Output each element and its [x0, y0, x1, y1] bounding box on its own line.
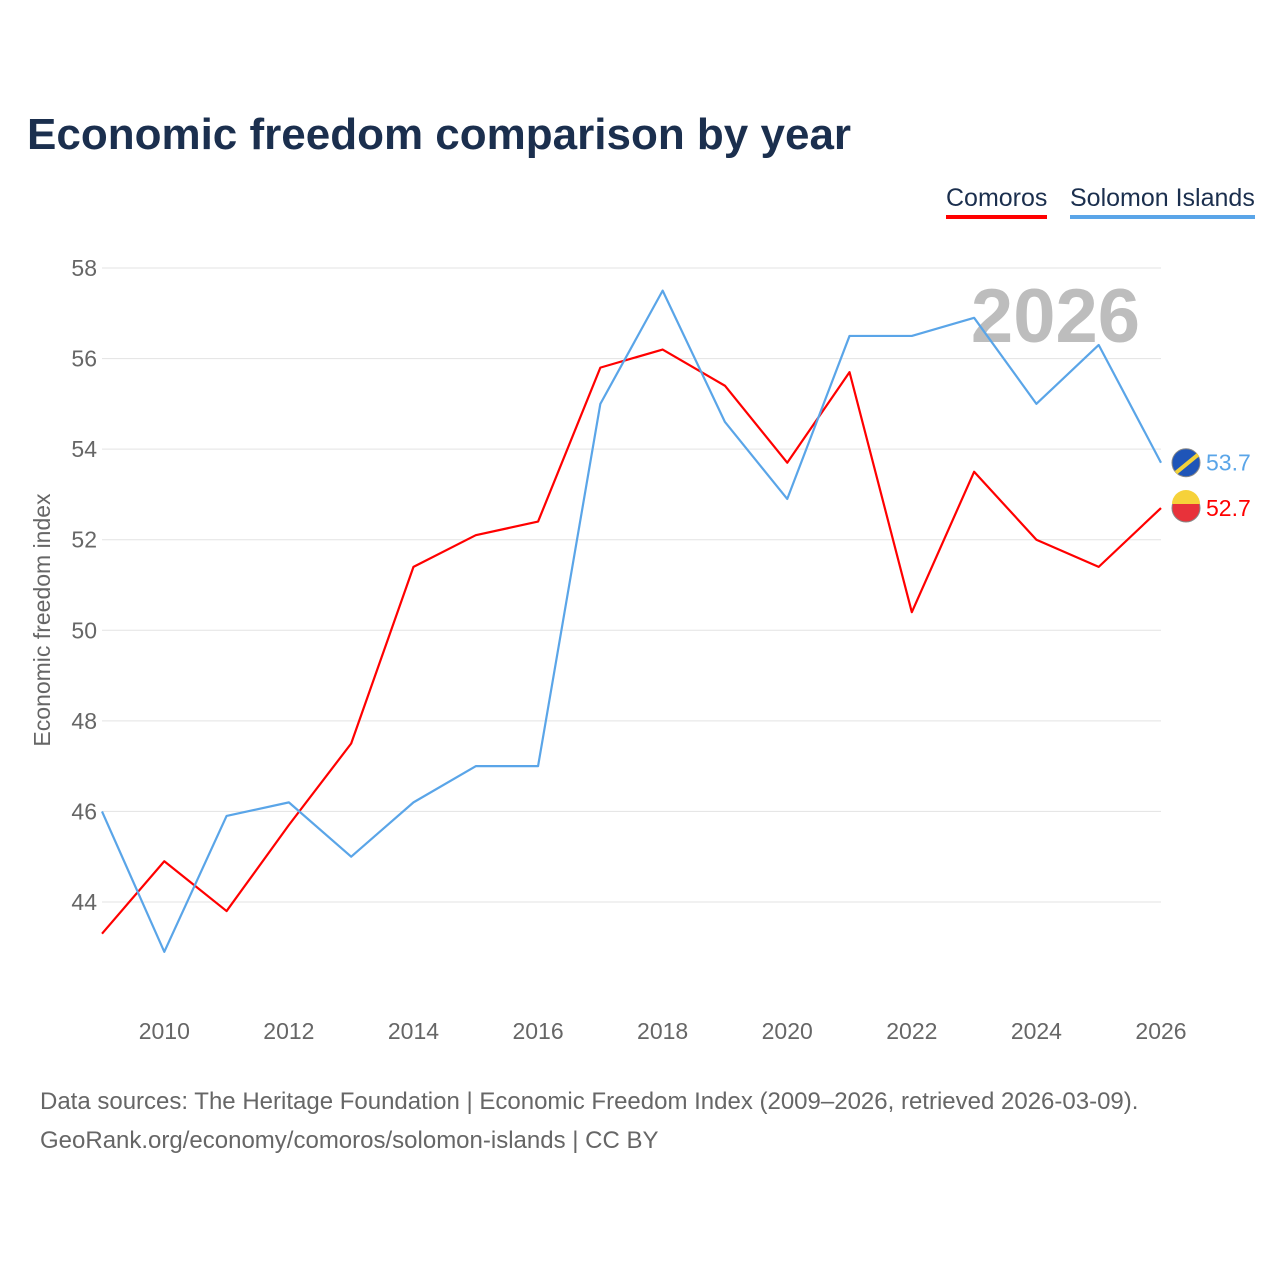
- x-tick-label: 2024: [1011, 1018, 1062, 1044]
- solomon-islands-flag-icon: [1171, 448, 1201, 478]
- x-tick-label: 2016: [512, 1018, 563, 1044]
- series-line-comoros: [101, 348, 1162, 935]
- x-tick-label: 2012: [263, 1018, 314, 1044]
- y-tick-label: 58: [71, 255, 97, 281]
- y-tick-label: 56: [71, 346, 97, 372]
- y-tick-label: 48: [71, 708, 97, 734]
- x-tick-label: 2022: [886, 1018, 937, 1044]
- x-tick-label: 2020: [762, 1018, 813, 1044]
- year-watermark: 2026: [971, 274, 1140, 359]
- x-tick-label: 2014: [388, 1018, 439, 1044]
- chart-title: Economic freedom comparison by year: [27, 110, 852, 159]
- y-tick-label: 44: [71, 889, 97, 915]
- x-tick-label: 2026: [1135, 1018, 1186, 1044]
- comoros-flag-icon: [1171, 490, 1201, 523]
- series-line-solomon-islands: [100, 289, 1162, 953]
- end-value-label: 52.7: [1206, 495, 1251, 521]
- legend-comoros[interactable]: Comoros: [946, 184, 1048, 219]
- end-value-label: 53.7: [1206, 450, 1251, 476]
- footer-link[interactable]: GeoRank.org/economy/comoros/solomon-isla…: [40, 1127, 659, 1154]
- y-axis-label: Economic freedom index: [29, 493, 55, 747]
- x-tick-label: 2018: [637, 1018, 688, 1044]
- legend-solomon-islands[interactable]: Solomon Islands: [1070, 184, 1255, 219]
- x-tick-label: 2010: [139, 1018, 190, 1044]
- y-tick-label: 50: [71, 617, 97, 643]
- y-tick-label: 54: [71, 436, 97, 462]
- footer-sources: Data sources: The Heritage Foundation | …: [40, 1088, 1139, 1115]
- y-tick-label: 46: [71, 798, 97, 824]
- y-tick-label: 52: [71, 527, 97, 553]
